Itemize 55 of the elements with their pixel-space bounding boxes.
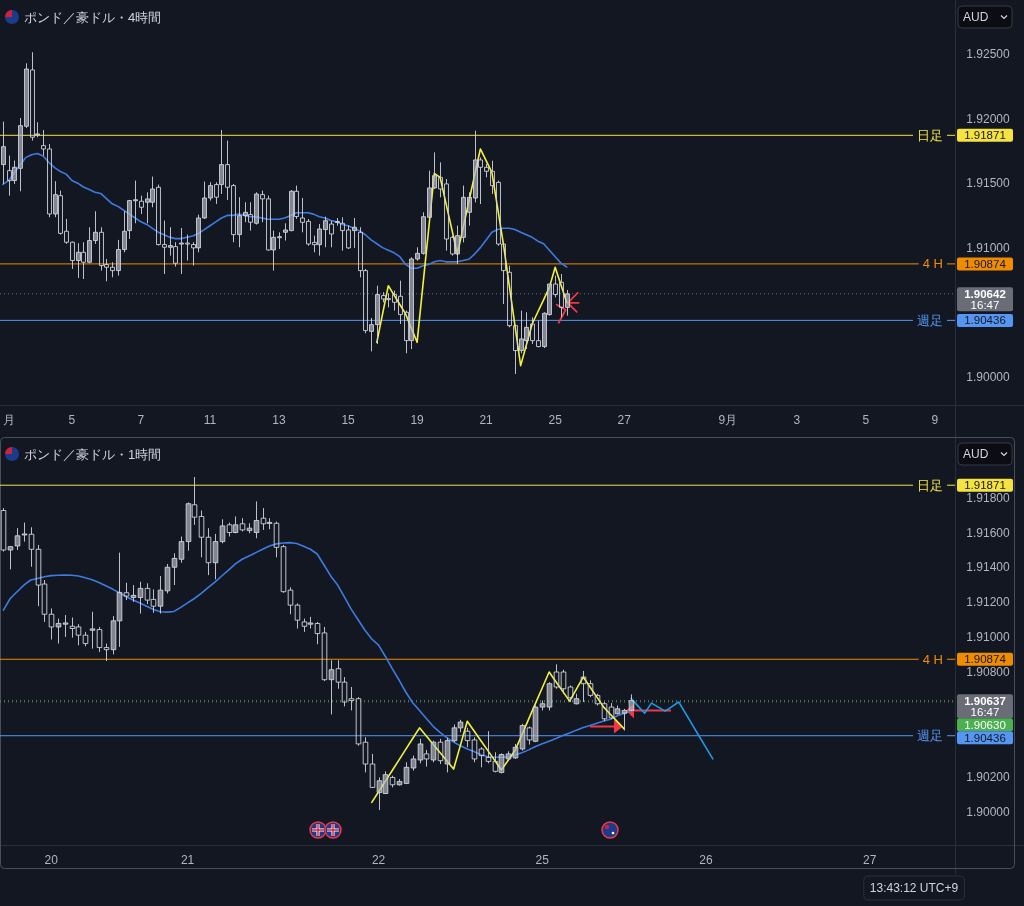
x-tick-label: 22 [371,853,386,867]
x-tick-label: 26 [699,853,714,867]
x-tick-label: 27 [617,413,632,427]
ref-line-label: 1.90630 [964,718,1006,731]
x-tick-label: 25 [548,413,563,427]
x-tick-label: 11 [203,413,217,427]
x-tick-label: 5 [68,413,76,427]
text: ポンド／豪ドル・1時間 [24,446,162,462]
x-tick-label: 27 [863,853,877,867]
text: 16:47 [970,298,1000,311]
y-tick-label: 1.91500 [966,176,1011,191]
y-tick-label: 1.90874 [964,257,1007,270]
y-tick-label: 1.92000 [966,111,1011,126]
y-tick-label: 1.91800 [966,490,1011,505]
y-tick-label: 1.91600 [966,525,1011,540]
y-tick-label: 1.91200 [966,595,1011,610]
text: ポンド／豪ドル・4時間 [24,9,162,25]
y-tick-label: 1.91000 [966,630,1011,645]
x-tick-label: 20 [44,853,59,867]
x-tick-label: 7 [137,413,145,427]
x-tick-label: 21 [479,413,494,427]
text: 16:47 [970,705,1000,718]
ref-line-label: 日足 [917,477,943,493]
x-tick-label: 19 [410,413,425,427]
y-tick-label: 1.91871 [964,479,1006,492]
ref-line-label: 4 H [922,651,943,667]
ref-line-label: 週足 [917,312,943,328]
y-tick-label: 1.90200 [966,769,1011,784]
ref-line-label: 4 H [922,256,943,272]
y-tick-label: 1.91871 [964,129,1006,142]
x-tick-label: 15 [341,413,356,427]
ref-line-label: 日足 [917,127,943,143]
y-tick-label: 1.91400 [966,560,1011,575]
y-axis-title: AUD [963,447,989,461]
y-tick-label: 1.90800 [966,665,1011,680]
x-tick-label: 月 [3,413,15,427]
y-tick-label: 1.91000 [966,240,1011,255]
y-tick-label: 1.90874 [964,653,1007,666]
x-tick-label: 25 [535,853,550,867]
x-tick-label: 21 [180,853,195,867]
y-tick-label: 1.90000 [966,369,1011,384]
x-tick-label: 3 [793,413,801,427]
ref-line-label: 週足 [917,728,943,744]
text: 13:43:12 UTC+9 [869,881,959,895]
y-tick-label: 1.92500 [966,47,1011,62]
y-axis-title: AUD [963,10,989,24]
x-tick-label: 9 [931,413,939,427]
x-tick-label: 5 [862,413,870,427]
y-tick-label: 1.90637 [964,694,1006,707]
y-tick-label: 1.90436 [964,314,1006,327]
y-tick-label: 1.90436 [964,731,1006,744]
y-tick-label: 1.90000 [966,804,1011,819]
y-tick-label: 1.90642 [964,287,1006,300]
x-tick-label: 9月 [718,413,738,427]
x-tick-label: 13 [272,413,287,427]
